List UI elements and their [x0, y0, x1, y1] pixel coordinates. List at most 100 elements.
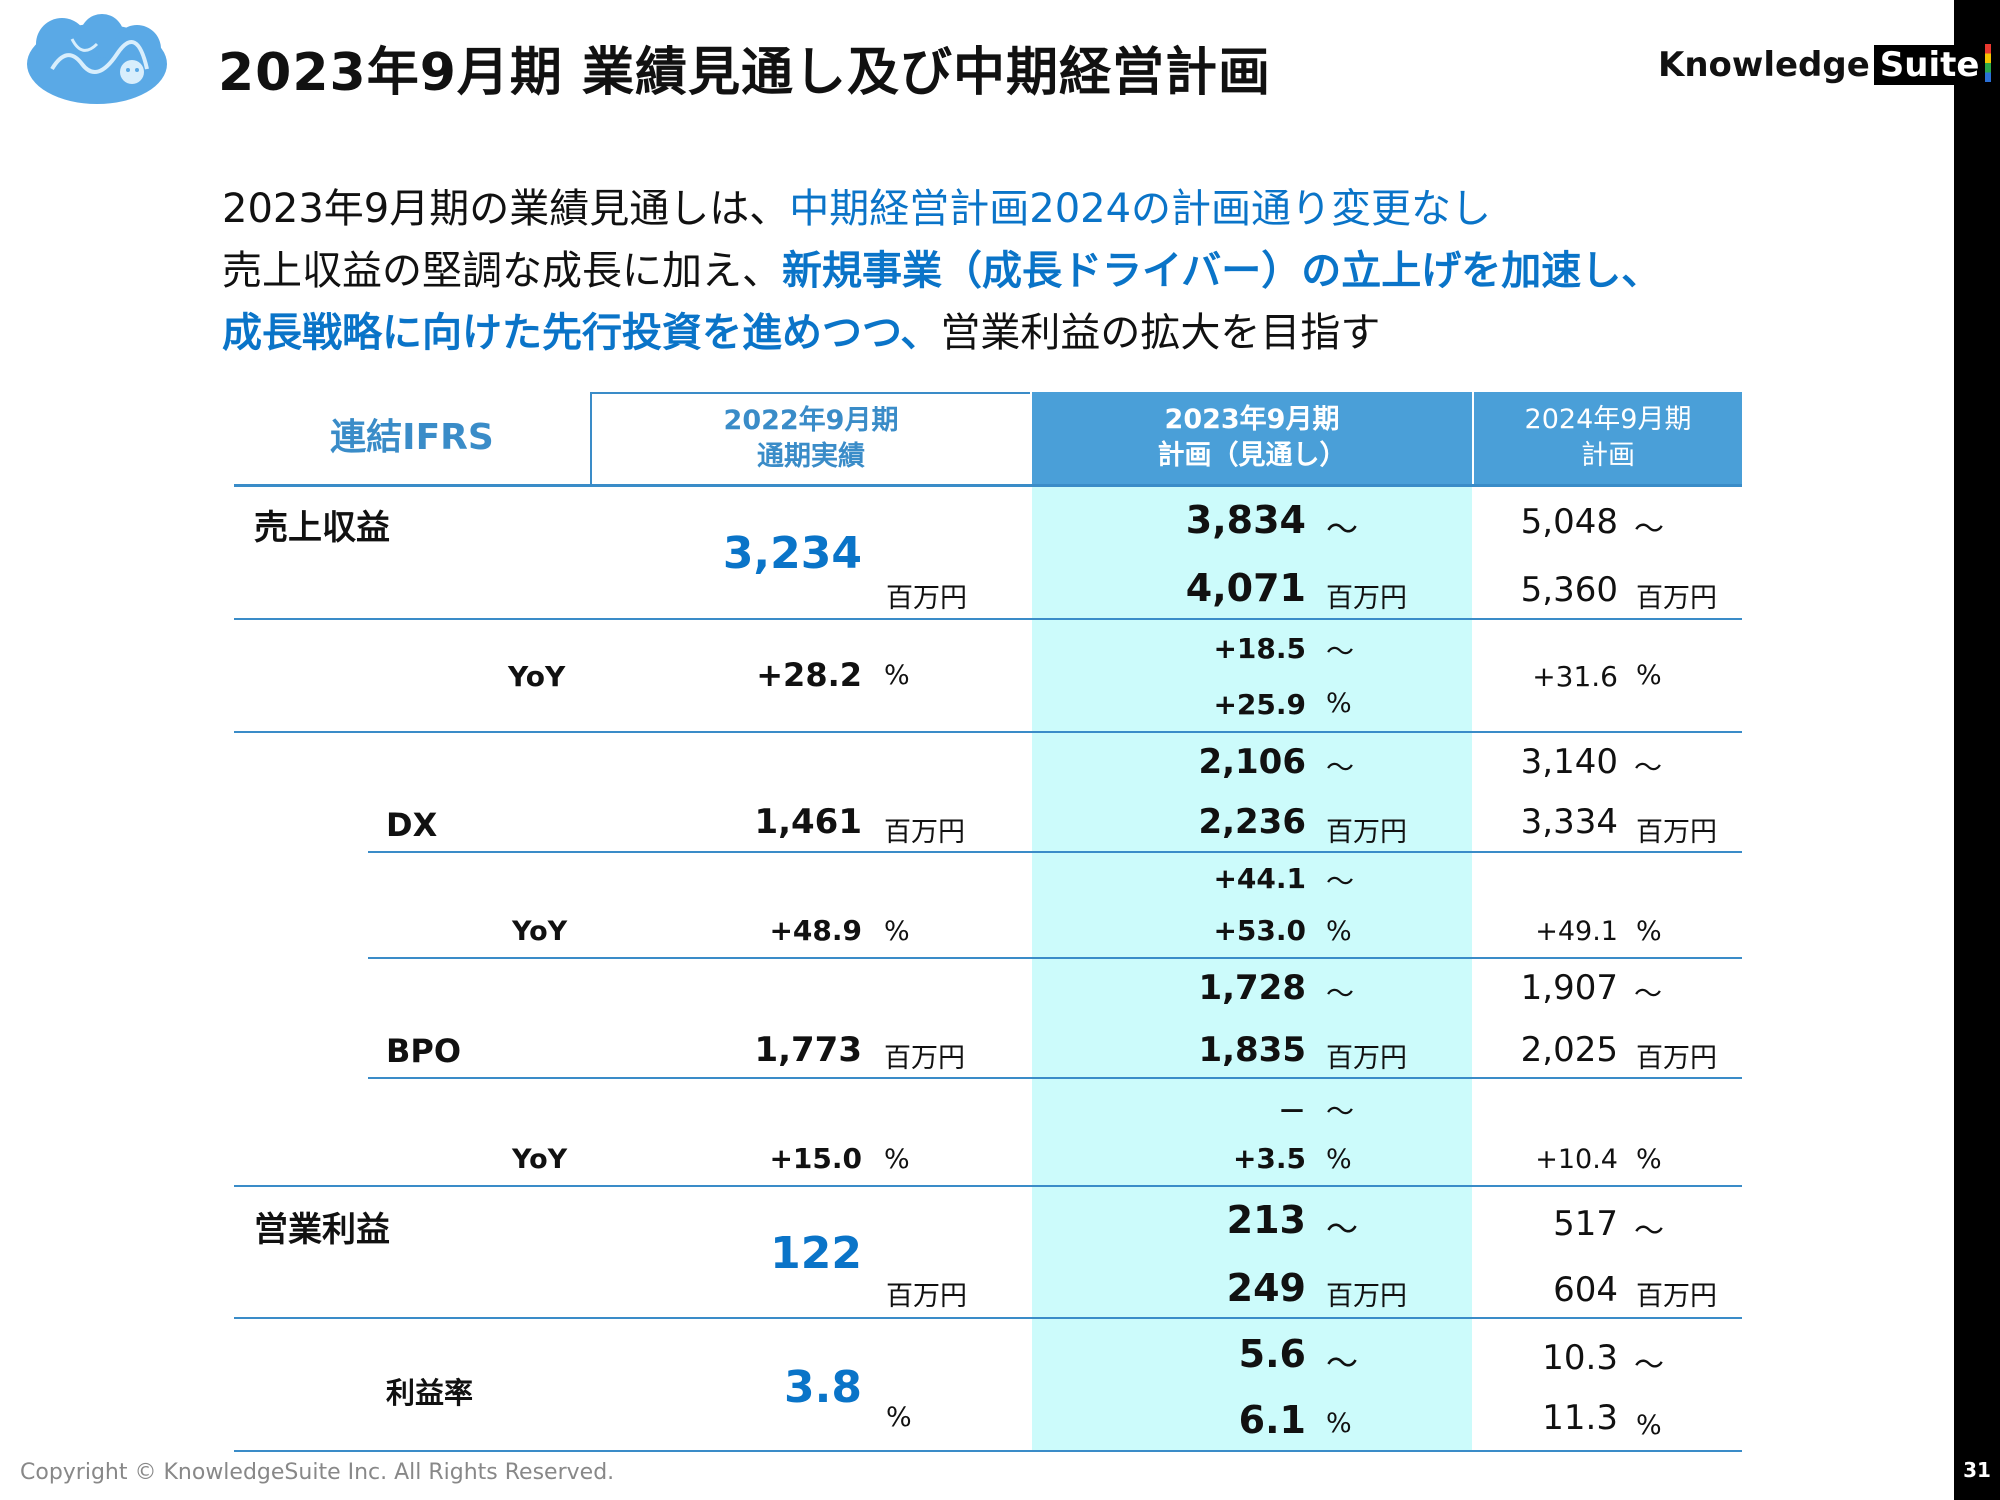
row-line [368, 957, 1742, 959]
revenue-mid-unit: 百万円 [1636, 583, 1717, 614]
col-header-fy2023-line1: 2023年9月期 [1164, 404, 1340, 435]
revenue-yoy-mid-unit: % [1636, 660, 1662, 691]
op-profit-mid-unit: 百万円 [1636, 1281, 1717, 1312]
op-profit-label: 営業利益 [254, 1210, 390, 1250]
margin-actual: 3.8 [784, 1362, 862, 1413]
dx-yoy-label: YoY [512, 916, 568, 947]
dx-plan-tilde: ～ [1326, 751, 1355, 784]
margin-mid-low: 10.3 [1542, 1338, 1618, 1378]
margin-plan-high: 6.1 [1238, 1398, 1306, 1442]
op-profit-plan-low: 213 [1226, 1198, 1306, 1242]
dx-plan-low: 2,106 [1198, 742, 1306, 782]
op-profit-plan-unit: 百万円 [1326, 1281, 1407, 1312]
bpo-label: BPO [386, 1032, 462, 1070]
revenue-plan-unit: 百万円 [1326, 583, 1407, 614]
col-header-fy2022-line2: 通期実績 [757, 441, 865, 472]
revenue-actual-unit: 百万円 [886, 583, 967, 614]
bpo-yoy-plan-unit: % [1326, 1144, 1352, 1175]
op-profit-mid-high: 604 [1553, 1270, 1618, 1310]
bpo-plan-low: 1,728 [1198, 968, 1306, 1008]
revenue-yoy-plan-unit: % [1326, 688, 1352, 719]
brand-stripe-icon [1985, 44, 1992, 82]
row-line [368, 851, 1742, 853]
intro-line-3: 成長戦略に向けた先行投資を進めつつ、営業利益の拡大を目指す [222, 300, 1380, 358]
bpo-yoy-mid-unit: % [1636, 1144, 1662, 1175]
bpo-mid-unit: 百万円 [1636, 1043, 1717, 1074]
dx-mid-unit: 百万円 [1636, 817, 1717, 848]
bpo-yoy-actual-unit: % [884, 1144, 910, 1175]
bpo-plan-unit: 百万円 [1326, 1043, 1407, 1074]
dx-yoy-plan-tilde: ～ [1326, 865, 1355, 898]
dx-yoy-plan-unit: % [1326, 916, 1352, 947]
margin-mid-tilde: ～ [1634, 1348, 1664, 1383]
brand-suffix: Suite [1873, 45, 1986, 85]
op-profit-mid-tilde: ～ [1634, 1214, 1664, 1249]
op-profit-actual: 122 [770, 1228, 862, 1279]
revenue-yoy-actual-unit: % [884, 660, 910, 691]
bpo-mid-high: 2,025 [1520, 1030, 1618, 1070]
revenue-plan-low: 3,834 [1185, 498, 1306, 542]
brand-logo: Knowledge Suite [1658, 44, 1992, 85]
header-divider [590, 392, 592, 484]
margin-plan-unit: % [1326, 1408, 1352, 1439]
op-profit-plan-high: 249 [1226, 1266, 1306, 1310]
bpo-yoy-mid: +10.4 [1535, 1144, 1618, 1175]
bpo-yoy-label: YoY [512, 1144, 568, 1175]
revenue-mid-tilde: ～ [1634, 512, 1664, 547]
row-line [234, 1450, 1742, 1452]
header-bottom-line [234, 484, 1742, 487]
bpo-mid-low: 1,907 [1520, 968, 1618, 1008]
margin-actual-unit: % [886, 1402, 912, 1433]
dx-yoy-actual: +48.9 [769, 914, 862, 947]
bpo-mid-tilde: ～ [1634, 977, 1663, 1010]
op-profit-mid-low: 517 [1553, 1204, 1618, 1244]
bpo-actual-unit: 百万円 [884, 1043, 965, 1074]
intro-line-3-a: 成長戦略に向けた先行投資を進めつつ、 [222, 310, 941, 356]
copyright: Copyright © KnowledgeSuite Inc. All Righ… [20, 1460, 615, 1485]
col-header-fy2023: 2023年9月期 計画（見通し） [1032, 392, 1472, 484]
dx-actual-unit: 百万円 [884, 817, 965, 848]
brand-prefix: Knowledge [1658, 45, 1870, 85]
dx-yoy-actual-unit: % [884, 916, 910, 947]
intro-line-2: 売上収益の堅調な成長に加え、新規事業（成長ドライバー）の立上げを加速し、 [222, 238, 1661, 296]
bpo-yoy-plan-low: － [1277, 1095, 1306, 1128]
col-header-fy2024: 2024年9月期 計画 [1474, 392, 1742, 484]
row-line [234, 618, 1742, 620]
row-line [234, 1317, 1742, 1319]
row-line [234, 1185, 1742, 1187]
revenue-actual: 3,234 [722, 528, 862, 579]
dx-yoy-mid: +49.1 [1535, 916, 1618, 947]
margin-mid-high: 11.3 [1542, 1398, 1618, 1438]
col-header-fy2022: 2022年9月期 通期実績 [592, 392, 1030, 484]
bpo-yoy-actual: +15.0 [769, 1142, 862, 1175]
dx-actual: 1,461 [754, 802, 862, 842]
dx-yoy-mid-unit: % [1636, 916, 1662, 947]
revenue-yoy-actual: +28.2 [756, 656, 862, 694]
margin-mid-unit: % [1636, 1410, 1662, 1441]
dx-mid-low: 3,140 [1520, 742, 1618, 782]
op-profit-plan-tilde: ～ [1326, 1210, 1359, 1248]
revenue-yoy-label: YoY [508, 660, 566, 693]
page-title: 2023年9月期 業績見通し及び中期経営計画 [218, 43, 1272, 103]
col-header-fy2023-line2: 計画（見通し） [1157, 440, 1347, 471]
revenue-mid-low: 5,048 [1520, 502, 1618, 542]
dx-mid-tilde: ～ [1634, 751, 1663, 784]
dx-plan-high: 2,236 [1198, 802, 1306, 842]
bpo-yoy-plan-tilde: ～ [1326, 1095, 1355, 1128]
intro-line-2-a: 売上収益の堅調な成長に加え、 [222, 248, 782, 294]
margin-plan-tilde: ～ [1326, 1344, 1359, 1382]
plan-column-background [1032, 486, 1472, 1452]
dx-yoy-plan-high: +53.0 [1213, 914, 1306, 947]
col-header-fy2024-line1: 2024年9月期 [1524, 404, 1692, 435]
intro-line-2-b: 新規事業（成長ドライバー）の立上げを加速し、 [782, 248, 1662, 294]
revenue-yoy-plan-low: +18.5 [1213, 632, 1306, 665]
col-header-fy2022-line1: 2022年9月期 [723, 405, 899, 436]
intro-line-1-b: 中期経営計画2024の計画通り変更なし [789, 186, 1492, 232]
intro-line-1-a: 2023年9月期の業績見通しは、 [222, 186, 790, 232]
bpo-actual: 1,773 [754, 1030, 862, 1070]
page-number: 31 [1963, 1458, 1991, 1482]
brain-cloud-icon [22, 14, 172, 109]
dx-label: DX [386, 806, 438, 844]
dx-plan-unit: 百万円 [1326, 817, 1407, 848]
intro-line-3-b: 営業利益の拡大を目指す [940, 310, 1381, 356]
